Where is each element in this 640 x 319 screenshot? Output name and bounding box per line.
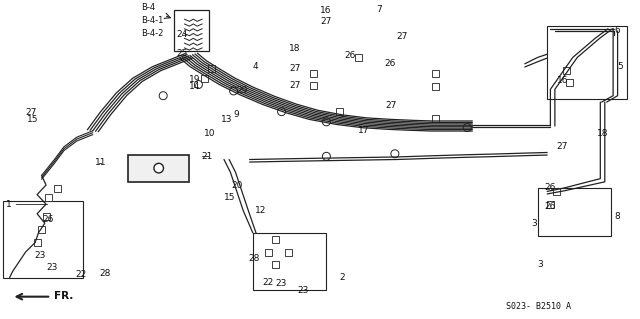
Text: 20: 20 [232, 181, 243, 190]
Text: 16: 16 [320, 6, 332, 15]
Bar [272, 236, 278, 243]
Text: 27: 27 [26, 108, 37, 117]
Text: 23: 23 [46, 263, 58, 272]
Bar [432, 70, 438, 77]
Bar [272, 261, 278, 268]
Bar [547, 26, 627, 99]
Text: 14: 14 [189, 82, 201, 91]
Bar [253, 233, 326, 290]
Text: 27: 27 [289, 81, 301, 90]
Bar [285, 249, 291, 256]
Text: 28: 28 [248, 254, 260, 263]
Bar [563, 67, 570, 74]
Circle shape [230, 87, 237, 95]
Bar [566, 79, 573, 86]
Text: 2: 2 [339, 273, 345, 282]
Bar [128, 155, 189, 182]
Bar [266, 249, 272, 256]
Bar [3, 201, 83, 278]
Bar [432, 115, 438, 122]
Circle shape [463, 123, 471, 132]
Text: 25: 25 [176, 49, 188, 58]
Text: 12: 12 [255, 206, 266, 215]
Text: FR.: FR. [54, 291, 74, 301]
Text: 15: 15 [224, 193, 236, 202]
Text: B-4-1: B-4-1 [141, 16, 163, 25]
Circle shape [278, 108, 285, 116]
Text: 27: 27 [397, 32, 408, 41]
Text: 22: 22 [76, 271, 87, 279]
Bar [538, 188, 611, 236]
Text: 28: 28 [99, 269, 111, 278]
Text: 23: 23 [275, 279, 287, 288]
Text: 27: 27 [320, 17, 332, 26]
Text: 19: 19 [189, 75, 200, 84]
Text: 26: 26 [544, 183, 556, 192]
Text: 24: 24 [176, 30, 188, 39]
Circle shape [323, 152, 330, 160]
Circle shape [159, 92, 167, 100]
Text: 8: 8 [614, 212, 620, 221]
Bar [208, 65, 214, 72]
Text: 22: 22 [262, 278, 274, 287]
Text: 10: 10 [204, 130, 215, 138]
Text: 26: 26 [544, 202, 556, 211]
Bar [310, 82, 317, 89]
Text: 7: 7 [376, 5, 382, 14]
Bar [45, 194, 51, 201]
Text: 1: 1 [6, 200, 12, 209]
Text: 17: 17 [358, 126, 370, 135]
Bar [554, 188, 560, 195]
Text: 23: 23 [35, 251, 46, 260]
Text: S023- B2510 A: S023- B2510 A [506, 302, 571, 311]
Bar [355, 54, 362, 61]
Circle shape [323, 118, 330, 126]
Bar [174, 10, 209, 51]
Bar [54, 185, 61, 192]
Text: 4: 4 [253, 63, 259, 71]
Text: 3: 3 [531, 219, 537, 228]
Text: B-4: B-4 [141, 4, 155, 12]
Circle shape [154, 163, 163, 173]
Text: 11: 11 [95, 158, 106, 167]
Text: 21: 21 [202, 152, 213, 161]
Circle shape [391, 150, 399, 158]
Circle shape [195, 80, 202, 89]
Bar [432, 83, 438, 90]
Text: 18: 18 [289, 44, 301, 53]
Text: 15: 15 [27, 115, 38, 124]
Text: 27: 27 [557, 142, 568, 151]
Bar [44, 213, 50, 220]
Bar [336, 108, 342, 115]
Text: 26: 26 [42, 215, 54, 224]
Bar [310, 70, 317, 77]
Text: 26: 26 [384, 59, 396, 68]
Text: 16: 16 [557, 76, 568, 85]
Text: B-4-2: B-4-2 [141, 29, 163, 38]
Text: 13: 13 [221, 115, 232, 124]
Text: 3: 3 [538, 260, 543, 269]
Text: 23: 23 [298, 286, 309, 295]
Text: 26: 26 [344, 51, 356, 60]
Text: 27: 27 [385, 101, 397, 110]
Bar [34, 239, 40, 246]
Bar [202, 75, 208, 82]
Text: 9: 9 [234, 110, 239, 119]
Text: 29: 29 [237, 86, 248, 95]
Bar [547, 201, 554, 208]
Text: 27: 27 [289, 64, 301, 73]
Text: 5: 5 [618, 63, 623, 71]
Text: 18: 18 [596, 129, 608, 138]
Text: 6: 6 [614, 26, 620, 35]
Bar [38, 226, 45, 233]
